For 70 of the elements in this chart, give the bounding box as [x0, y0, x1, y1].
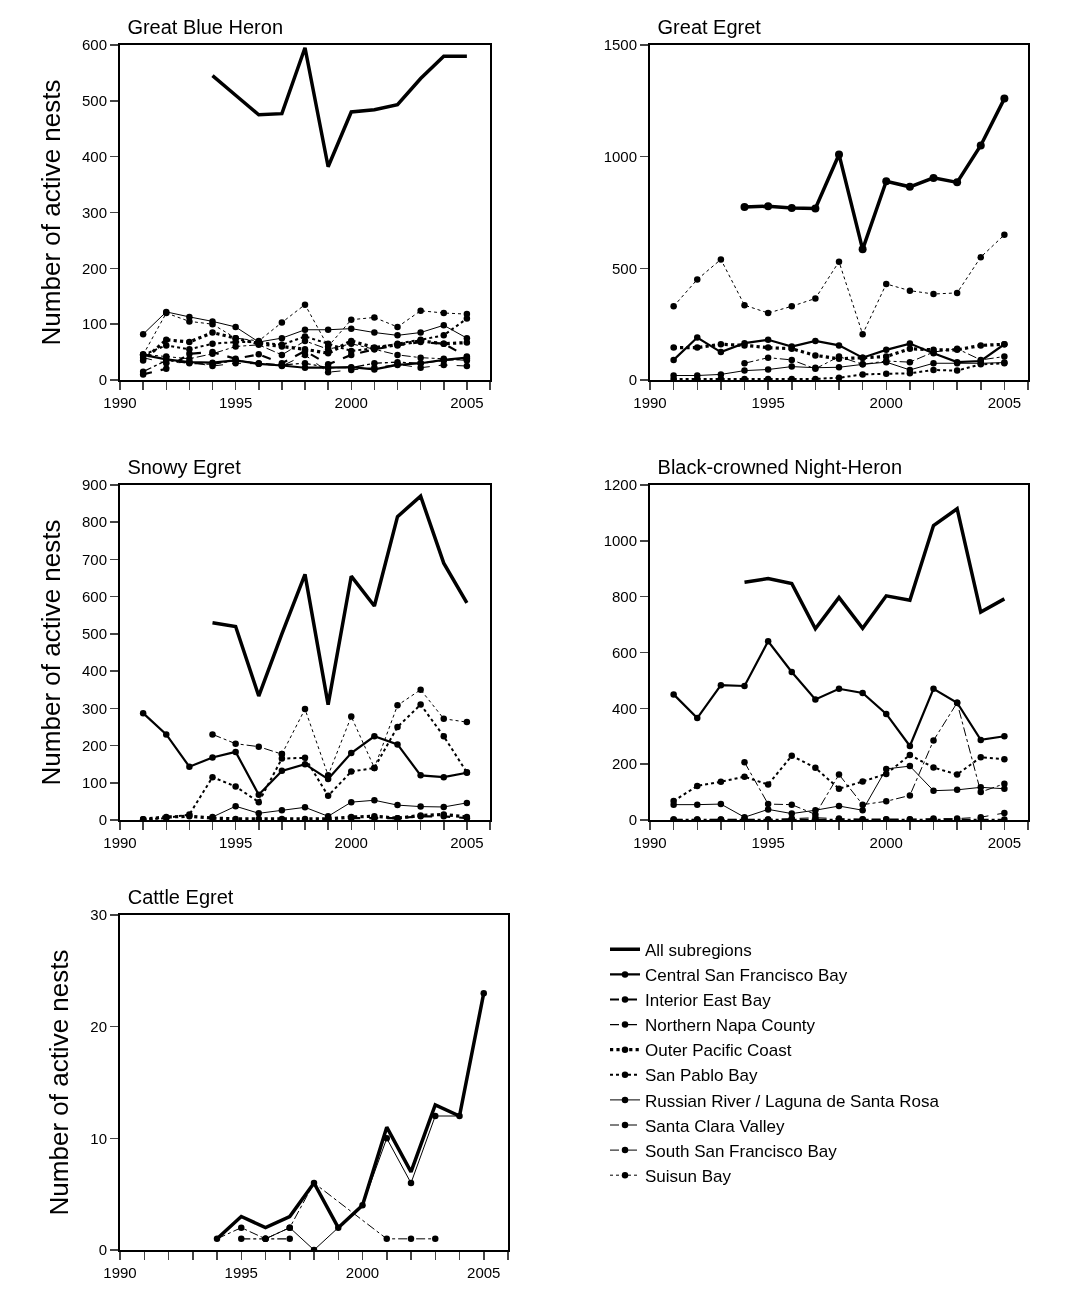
x-tick-label: 1995 — [224, 1264, 258, 1281]
x-tick-label: 1990 — [103, 394, 137, 411]
x-tick-label: 1990 — [633, 394, 667, 411]
y-tick-label: 600 — [611, 643, 637, 661]
x-tick-label: 1995 — [751, 834, 785, 851]
legend-label: Santa Clara Valley — [645, 1116, 786, 1136]
x-tick-label: 1990 — [103, 1264, 137, 1281]
y-tick-label: 0 — [98, 811, 107, 829]
x-tick-label: 2000 — [345, 1264, 380, 1281]
legend-label: Northern Napa County — [645, 1016, 816, 1036]
y-tick-label: 200 — [611, 755, 637, 773]
legend-label: San Pablo Bay — [645, 1066, 758, 1086]
y-tick-label: 0 — [628, 371, 637, 389]
y-tick-label: 200 — [81, 259, 107, 277]
legend-label: Outer Pacific Coast — [645, 1041, 792, 1061]
y-tick-label: 400 — [81, 147, 107, 165]
y-tick-label: 1000 — [603, 532, 637, 550]
y-tick-label: 500 — [81, 92, 107, 110]
y-tick-label: 0 — [628, 811, 637, 829]
x-tick-label: 1995 — [218, 394, 253, 411]
y-tick-label: 10 — [90, 1129, 107, 1147]
y-tick-label: 1200 — [603, 476, 637, 494]
y-tick-label: 600 — [81, 587, 107, 605]
y-axis-title: Number of active nests — [35, 79, 66, 346]
x-tick-label: 2000 — [334, 394, 368, 411]
legend-label: Central San Francisco Bay — [645, 966, 848, 986]
chart-title: Great Egret — [657, 16, 762, 38]
y-tick-label: 30 — [90, 906, 107, 924]
y-tick-label: 1000 — [603, 147, 637, 165]
x-tick-label: 2000 — [869, 394, 903, 411]
y-tick-label: 1500 — [603, 36, 637, 54]
chart-title: Cattle Egret — [127, 886, 234, 908]
y-tick-label: 400 — [81, 662, 107, 680]
y-tick-label: 20 — [90, 1017, 107, 1035]
x-tick-label: 2005 — [467, 1264, 501, 1281]
x-tick-label: 1990 — [633, 834, 667, 851]
chart-title: Snowy Egret — [127, 456, 242, 478]
y-tick-label: 800 — [611, 587, 637, 605]
y-tick-label: 400 — [611, 699, 637, 717]
y-tick-label: 300 — [81, 203, 107, 221]
x-tick-label: 1995 — [751, 394, 785, 411]
legend-label: Interior East Bay — [645, 991, 772, 1011]
y-tick-label: 500 — [81, 625, 107, 643]
x-tick-label: 2000 — [869, 834, 903, 851]
y-axis-title: Number of active nests — [35, 519, 66, 786]
y-tick-label: 300 — [81, 699, 107, 717]
chart-title: Great Blue Heron — [127, 16, 284, 38]
y-tick-label: 100 — [81, 774, 107, 792]
x-tick-label: 2005 — [450, 394, 484, 411]
x-tick-label: 1995 — [218, 834, 253, 851]
y-tick-label: 600 — [81, 36, 107, 54]
legend-label: All subregions — [645, 940, 752, 960]
y-tick-label: 900 — [81, 476, 107, 494]
legend-label: South San Francisco Bay — [645, 1141, 838, 1161]
y-tick-label: 200 — [81, 736, 107, 754]
y-tick-label: 0 — [98, 371, 107, 389]
x-tick-label: 2000 — [334, 834, 368, 851]
x-tick-label: 2005 — [987, 394, 1022, 411]
y-tick-label: 800 — [81, 513, 107, 531]
legend-label: Russian River / Laguna de Santa Rosa — [645, 1091, 940, 1111]
y-tick-label: 500 — [611, 259, 637, 277]
y-tick-label: 100 — [81, 315, 107, 333]
x-tick-label: 2005 — [987, 834, 1022, 851]
x-tick-label: 2005 — [450, 834, 484, 851]
x-tick-label: 1990 — [103, 834, 137, 851]
y-tick-label: 0 — [98, 1241, 107, 1259]
y-axis-title: Number of active nests — [44, 949, 75, 1216]
legend-label: Suisun Bay — [645, 1166, 732, 1186]
y-tick-label: 700 — [81, 550, 107, 568]
chart-title: Black-crowned Night-Heron — [657, 456, 903, 478]
